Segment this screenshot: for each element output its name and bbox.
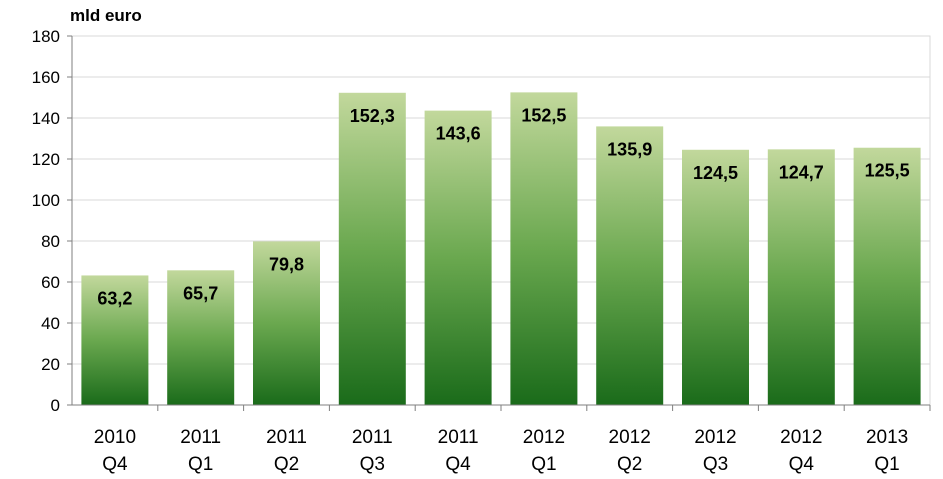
bar-value-label: 143,6 [436, 124, 481, 144]
y-tick-label: 100 [32, 191, 60, 210]
bar-value-label: 79,8 [269, 254, 304, 274]
y-axis-unit-label: mld euro [70, 6, 142, 25]
bar-value-label: 124,5 [693, 163, 738, 183]
bar [253, 241, 320, 405]
bar [167, 270, 235, 405]
y-tick-label: 120 [32, 150, 60, 169]
x-category-quarter-label: Q1 [188, 454, 213, 475]
x-category-year-label: 2012 [780, 427, 822, 448]
y-tick-label: 140 [32, 109, 60, 128]
x-category-year-label: 2011 [180, 427, 221, 448]
x-category-quarter-label: Q1 [531, 454, 556, 475]
x-category-quarter-label: Q2 [274, 454, 299, 475]
bar-value-label: 152,5 [521, 105, 566, 125]
x-category-quarter-label: Q2 [617, 454, 642, 475]
y-tick-label: 40 [41, 314, 60, 333]
axes [67, 35, 931, 411]
bars [81, 92, 921, 406]
y-tick-label: 0 [51, 396, 60, 415]
bar [81, 275, 149, 405]
y-tick-label: 180 [32, 27, 60, 46]
x-category-year-label: 2011 [352, 427, 393, 448]
bar [338, 92, 406, 405]
x-category-quarter-label: Q3 [703, 454, 728, 475]
x-category-quarter-label: Q1 [874, 454, 899, 475]
labels: 0 20 40 60 80 100 120 140 160 180 63,2 2010 Q4 65,7 20… [32, 27, 910, 475]
bar-value-label: 124,7 [779, 162, 824, 182]
y-tick-label: 20 [41, 355, 60, 374]
y-tick-label: 60 [41, 273, 60, 292]
bar-value-label: 65,7 [183, 283, 218, 303]
x-category-year-label: 2012 [523, 427, 565, 448]
x-category-year-label: 2013 [866, 427, 908, 448]
bar-value-label: 125,5 [865, 161, 910, 181]
x-category-quarter-label: Q4 [445, 454, 471, 475]
bar [767, 149, 835, 405]
bar [853, 147, 921, 405]
y-tick-label: 80 [41, 232, 60, 251]
x-category-quarter-label: Q4 [102, 454, 128, 475]
x-category-quarter-label: Q4 [789, 454, 815, 475]
bar [596, 126, 664, 405]
x-category-year-label: 2011 [266, 427, 307, 448]
bar [424, 110, 492, 406]
bar [510, 92, 578, 405]
x-category-year-label: 2011 [438, 427, 479, 448]
bar-value-label: 135,9 [607, 139, 652, 159]
y-tick-label: 160 [32, 68, 60, 87]
bar-value-label: 152,3 [350, 106, 395, 126]
x-category-year-label: 2012 [609, 427, 651, 448]
x-category-year-label: 2010 [94, 427, 136, 448]
bar-value-label: 63,2 [97, 288, 132, 308]
x-category-quarter-label: Q3 [360, 454, 385, 475]
bar [682, 149, 749, 405]
x-category-year-label: 2012 [694, 427, 736, 448]
